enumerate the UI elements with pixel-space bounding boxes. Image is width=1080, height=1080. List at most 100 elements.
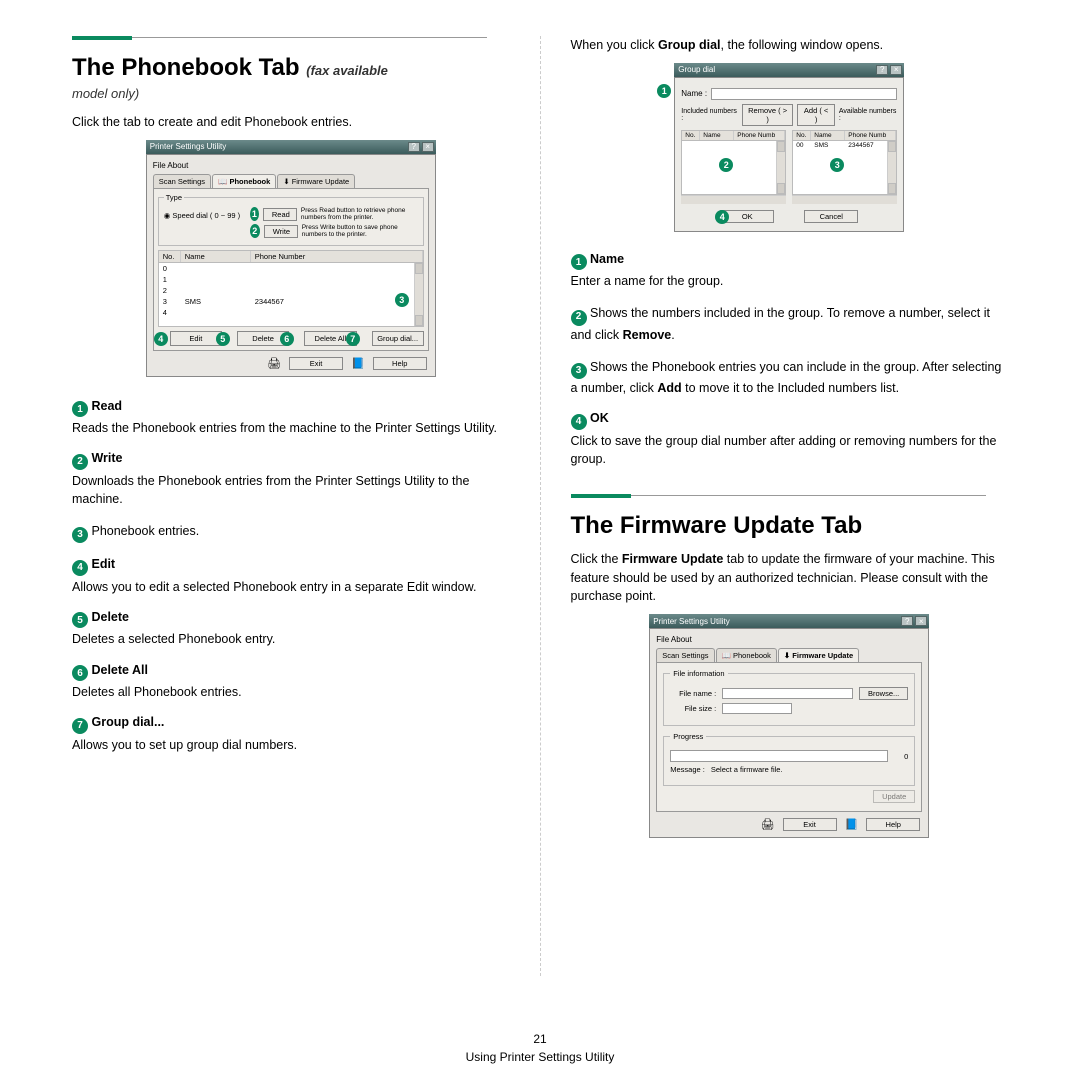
group-dial-dialog: Group dial ?× 1 Name : Included numbers … [674,63,904,232]
close-icon[interactable]: × [422,142,434,152]
exit-button[interactable]: Exit [289,357,343,370]
group-dial-title: Group dial... [91,715,164,729]
tab-firmware-update[interactable]: ⬇ Firmware Update [778,648,859,662]
bullet-7: 7 [72,718,88,734]
update-button[interactable]: Update [873,790,915,803]
firmware-update-intro: Click the Firmware Update tab to update … [571,550,1009,606]
read-help: Press Read button to retrieve phone numb… [301,207,418,222]
callout-1: 1 [250,207,259,221]
close-icon[interactable]: × [915,616,927,626]
help-icon[interactable]: ? [876,65,888,75]
filename-label: File name : [670,689,716,698]
tab-phonebook[interactable]: 📖 Phonebook [716,648,777,662]
included-label: Included numbers : [681,108,738,122]
entries-desc: Phonebook entries. [91,524,199,538]
callout-6: 6 [280,332,294,346]
help-icon[interactable]: ? [901,616,913,626]
group-dial-intro: When you click Group dial, the following… [571,36,1009,55]
browse-button[interactable]: Browse... [859,687,908,700]
right-column: When you click Group dial, the following… [541,36,1039,976]
group-dial-button[interactable]: Group dial... [372,331,424,346]
gd-bullet-2: 2 [571,310,587,326]
page-number: 21 [0,1032,1080,1046]
delete-desc: Deletes a selected Phonebook entry. [72,630,510,648]
phonebook-utility-dialog: Printer Settings Utility ? × File About … [146,140,436,377]
callout-5: 5 [216,332,230,346]
file-info-group: File information File name : Browse... F… [663,669,915,726]
manual-page: The Phonebook Tab (fax available model o… [0,0,1080,1080]
write-desc: Downloads the Phonebook entries from the… [72,472,510,508]
help-button[interactable]: Help [866,818,920,831]
scrollbar[interactable] [776,141,785,194]
gd-ok-title: OK [590,411,609,425]
scrollbar[interactable] [414,263,423,326]
gd-ok-desc: Click to save the group dial number afte… [571,432,1009,468]
speed-dial-radio[interactable]: ◉ Speed dial ( 0 ~ 99 ) [164,205,244,239]
add-button[interactable]: Add ( < ) [797,104,835,126]
left-column: The Phonebook Tab (fax available model o… [42,36,541,976]
help-book-icon: 📘 [845,818,859,831]
callout-7: 7 [346,332,360,346]
close-icon[interactable]: × [890,65,902,75]
message-label: Message : [670,765,705,774]
tab-scan-settings[interactable]: Scan Settings [153,174,211,188]
entries-button-row: 4 Edit 5 Delete 6 Delete All 7 Group dia… [158,331,424,346]
phonebook-tab-heading: The Phonebook Tab (fax available [72,54,510,82]
gd-callout-3: 3 [830,158,844,172]
gd-name-desc: Enter a name for the group. [571,272,1009,290]
read-desc: Reads the Phonebook entries from the mac… [72,419,510,437]
gd-bullet-1: 1 [571,254,587,270]
gd-item-included: 2 Shows the numbers included in the grou… [571,304,1009,343]
bullet-2: 2 [72,454,88,470]
available-label: Available numbers : [839,108,897,122]
callout-2: 2 [250,224,260,238]
help-icon[interactable]: ? [408,142,420,152]
bullet-4: 4 [72,560,88,576]
col-phone: Phone Number [251,251,423,262]
item-read: 1 Read Reads the Phonebook entries from … [72,399,510,438]
fw-panel: File information File name : Browse... F… [656,662,922,812]
cancel-button[interactable]: Cancel [804,210,858,223]
gd-title: Group dial [678,65,715,74]
item-edit: 4 Edit Allows you to edit a selected Pho… [72,557,510,596]
read-button[interactable]: Read [263,208,297,221]
filesize-value [722,703,792,714]
gd-bullet-4: 4 [571,414,587,430]
item-delete-all: 6 Delete All Deletes all Phonebook entri… [72,663,510,702]
dialog-footer: 🖨 Exit 📘 Help [153,357,429,370]
fw-titlebar: Printer Settings Utility ?× [649,614,929,628]
bullet-3: 3 [72,527,88,543]
bullet-5: 5 [72,612,88,628]
progress-group: Progress 0 Message : Select a firmware f… [663,732,915,786]
help-book-icon: 📘 [351,357,365,370]
delete-title: Delete [91,610,129,624]
message-value: Select a firmware file. [711,765,783,774]
filename-input[interactable] [722,688,853,699]
entries-list[interactable]: 0 1 2 3SMS2344567 4 3 [158,263,424,327]
scrollbar[interactable] [887,141,896,194]
gd-callout-2: 2 [719,158,733,172]
help-button[interactable]: Help [373,357,427,370]
dialog-title: Printer Settings Utility [150,142,226,151]
group-name-input[interactable] [711,88,897,100]
edit-title: Edit [91,557,115,571]
col-no: No. [159,251,181,262]
tab-phonebook[interactable]: 📖 Phonebook [212,174,276,188]
menu-bar[interactable]: File About [153,159,429,172]
phonebook-panel: Type ◉ Speed dial ( 0 ~ 99 ) 1 Read Pres… [153,188,429,351]
gd-titlebar: Group dial ?× [674,63,904,77]
firmware-update-heading: The Firmware Update Tab [571,512,1009,540]
gd-callout-4: 4 [715,210,729,224]
tab-firmware-update[interactable]: ⬇ Firmware Update [277,174,355,188]
section-rule [72,36,487,40]
tab-scan-settings[interactable]: Scan Settings [656,648,714,662]
exit-button[interactable]: Exit [783,818,837,831]
gd-body: 1 Name : Included numbers : Remove ( > )… [674,77,904,232]
remove-button[interactable]: Remove ( > ) [742,104,793,126]
type-group: Type ◉ Speed dial ( 0 ~ 99 ) 1 Read Pres… [158,193,424,246]
gd-item-name: 1 Name Enter a name for the group. [571,252,1009,291]
write-button[interactable]: Write [264,225,298,238]
file-info-legend: File information [670,669,727,678]
menu-bar[interactable]: File About [656,633,922,646]
edit-button[interactable]: Edit [170,331,222,346]
